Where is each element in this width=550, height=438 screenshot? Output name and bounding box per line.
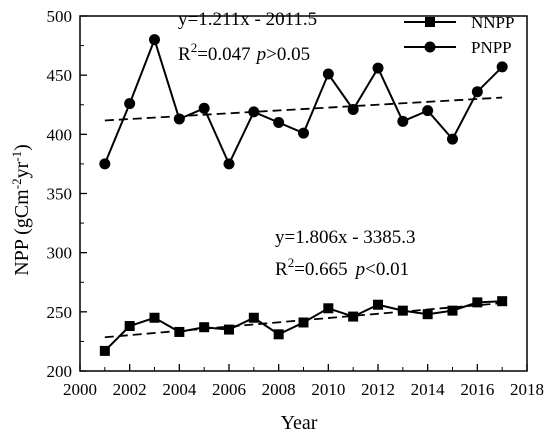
nnpp-point (298, 317, 309, 328)
pnpp-point (447, 133, 458, 145)
nnpp-point (373, 299, 383, 310)
pnpp-point (173, 113, 185, 125)
pnpp-point (149, 34, 160, 46)
pnpp-point (298, 127, 309, 139)
x-tick-label: 2006 (212, 380, 246, 399)
series-lines (103, 36, 503, 352)
nnpp-point (99, 345, 110, 356)
nnpp-point (397, 305, 408, 316)
pnpp-point (372, 62, 384, 74)
y-tick-label: 400 (47, 125, 73, 144)
pnpp-trend-line (104, 96, 503, 122)
pnpp-point (397, 115, 409, 127)
x-tick-label: 2018 (510, 380, 544, 399)
nnpp-point (273, 329, 284, 340)
pnpp-point (273, 117, 285, 128)
y-tick-label: 200 (47, 362, 73, 381)
nnpp-point (422, 309, 433, 320)
nnpp-point (174, 326, 185, 337)
pnpp-point (99, 158, 111, 170)
legend-nnpp-label: NNPP (471, 13, 514, 32)
nnpp-point (199, 322, 210, 333)
nnpp-stats: R2=0.665 p<0.01 (275, 255, 409, 280)
legend-pnpp-label: PNPP (471, 38, 512, 57)
y-axis-title: NPP (gCm-2yr-1) (9, 144, 33, 276)
pnpp-point (471, 86, 483, 98)
x-tick-label: 2004 (162, 380, 197, 399)
y-tick-label: 450 (47, 66, 73, 85)
x-tick-label: 2000 (63, 380, 97, 399)
nnpp-point (348, 311, 359, 322)
nnpp-equation: y=1.806x - 3385.3 (275, 227, 416, 248)
pnpp-point (322, 68, 334, 80)
pnpp-point (422, 105, 434, 117)
pnpp-equation: y=1.211x - 2011.5 (178, 9, 317, 30)
y-tick-label: 300 (47, 244, 73, 263)
x-tick-label: 2014 (411, 380, 446, 399)
x-axis-title: Year (281, 412, 318, 434)
legend-pnpp-marker (424, 41, 436, 53)
nnpp-point (447, 305, 458, 316)
x-tick-label: 2008 (262, 380, 296, 399)
series-markers (99, 34, 508, 356)
pnpp-point (347, 103, 359, 115)
pnpp-point (124, 98, 136, 110)
tick-labels: 2000 2002 2004 2006 2008 2010 2012 2014 2016 2018… (47, 7, 545, 399)
legend: NNPP PNPP (404, 13, 514, 57)
pnpp-point (496, 61, 508, 73)
y-tick-label: 500 (47, 7, 73, 26)
x-tick-label: 2012 (361, 380, 395, 399)
legend-nnpp-marker (425, 17, 435, 27)
x-tick-label: 2010 (311, 380, 345, 399)
nnpp-point (224, 324, 234, 335)
pnpp-point (248, 106, 260, 118)
x-tick-label: 2016 (460, 380, 494, 399)
nnpp-point (248, 312, 259, 323)
nnpp-point (323, 303, 334, 314)
pnpp-point (198, 102, 210, 114)
nnpp-point (497, 296, 508, 307)
nnpp-point (472, 297, 483, 308)
nnpp-point (149, 312, 160, 323)
x-tick-label: 2002 (113, 380, 147, 399)
pnpp-stats: R2=0.047 p>0.05 (178, 40, 310, 65)
y-tick-label: 350 (47, 185, 73, 204)
pnpp-point (223, 158, 235, 170)
y-tick-label: 250 (47, 303, 73, 322)
plot-frame (79, 15, 528, 372)
nnpp-point (124, 321, 135, 332)
